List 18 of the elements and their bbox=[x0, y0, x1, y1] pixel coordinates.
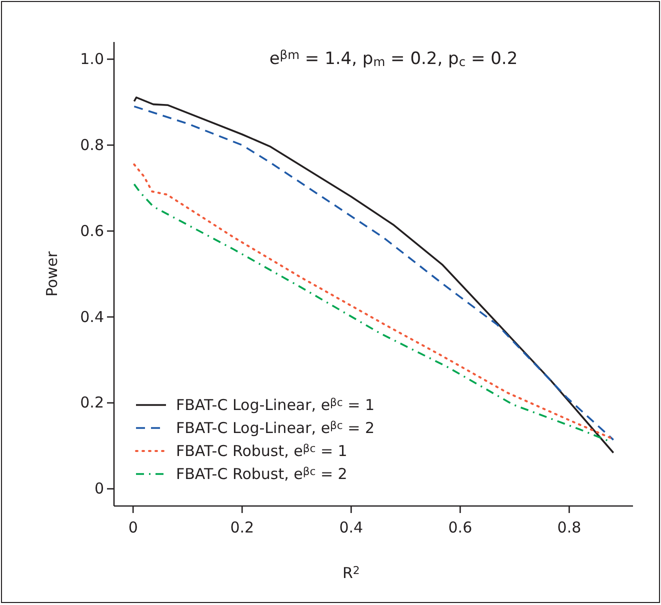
legend-label: FBAT-C Robust, e$^{βc}$ = 2 bbox=[176, 464, 348, 483]
legend-label: FBAT-C Log-Linear, e$^{βc}$ = 2 bbox=[176, 418, 375, 437]
y-tick-label: 1.0 bbox=[80, 50, 104, 68]
x-axis-title: R$^{2}$ bbox=[342, 564, 360, 582]
legend-label: FBAT-C Log-Linear, e$^{βc}$ = 1 bbox=[176, 396, 375, 414]
x-tick-label: 0.2 bbox=[230, 518, 254, 536]
x-tick-label: 0.4 bbox=[339, 518, 364, 536]
chart-title: e$^{βm}$ = 1.4, p$_{m}$ = 0.2, p$_{c}$ = 0.2 bbox=[269, 48, 518, 70]
y-tick-label: 0.2 bbox=[80, 394, 104, 412]
x-tick-label: 0 bbox=[128, 518, 138, 536]
y-tick-label: 0.6 bbox=[80, 222, 104, 240]
y-tick-label: 0.8 bbox=[80, 136, 104, 154]
x-tick-label: 0.8 bbox=[557, 518, 582, 536]
y-tick-label: 0 bbox=[94, 480, 104, 498]
y-tick-label: 0.4 bbox=[80, 308, 104, 326]
x-tick-label: 0.6 bbox=[448, 518, 472, 536]
y-axis-title: Power bbox=[43, 250, 61, 297]
legend-label: FBAT-C Robust, e$^{βc}$ = 1 bbox=[176, 442, 348, 460]
